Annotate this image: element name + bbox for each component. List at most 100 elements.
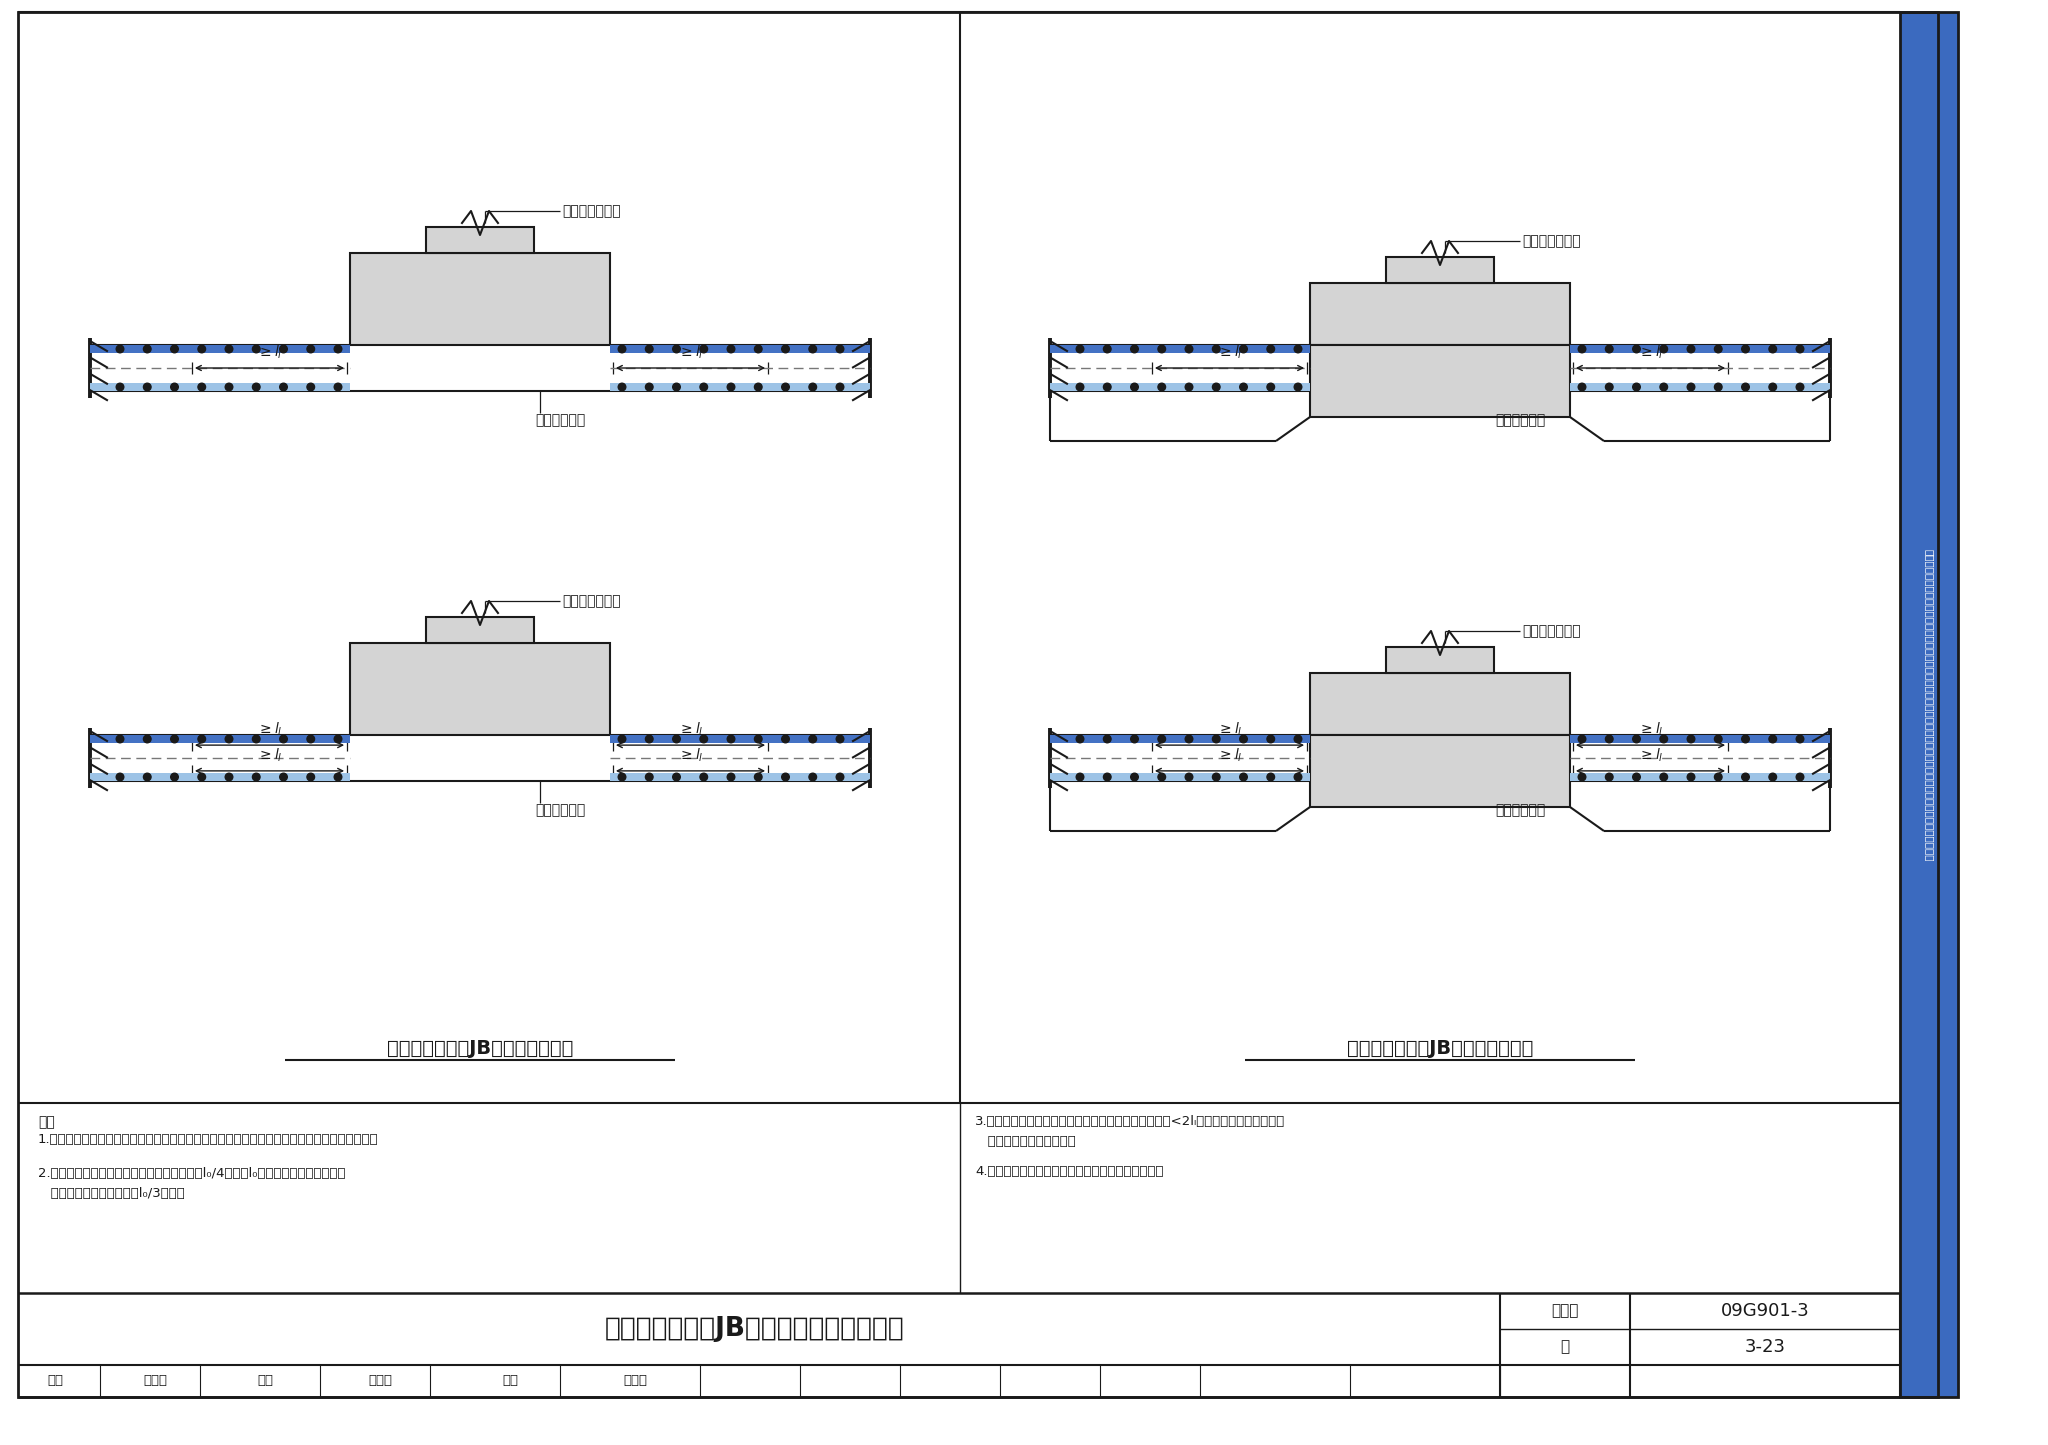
Text: 基础顶面有配筋: 基础顶面有配筋 xyxy=(1522,624,1581,639)
Circle shape xyxy=(1714,736,1722,743)
Circle shape xyxy=(1741,736,1749,743)
Circle shape xyxy=(1796,345,1804,353)
Circle shape xyxy=(225,773,233,780)
Circle shape xyxy=(1104,345,1112,353)
Circle shape xyxy=(225,383,233,390)
Circle shape xyxy=(143,773,152,780)
Circle shape xyxy=(1769,773,1776,780)
Circle shape xyxy=(252,736,260,743)
Circle shape xyxy=(1239,345,1247,353)
Circle shape xyxy=(1130,383,1139,390)
Bar xyxy=(610,345,870,353)
Circle shape xyxy=(1579,773,1585,780)
Circle shape xyxy=(727,773,735,780)
Circle shape xyxy=(1606,773,1614,780)
Circle shape xyxy=(170,345,178,353)
Circle shape xyxy=(225,345,233,353)
Circle shape xyxy=(117,383,123,390)
Circle shape xyxy=(1294,773,1303,780)
Circle shape xyxy=(1239,773,1247,780)
Circle shape xyxy=(1104,736,1112,743)
Circle shape xyxy=(1769,383,1776,390)
Circle shape xyxy=(809,383,817,390)
Circle shape xyxy=(836,773,844,780)
Circle shape xyxy=(143,736,152,743)
Circle shape xyxy=(281,736,287,743)
Circle shape xyxy=(117,345,123,353)
Circle shape xyxy=(1294,383,1303,390)
Circle shape xyxy=(252,383,260,390)
Text: 中板位防水底板JB与基础连接构造: 中板位防水底板JB与基础连接构造 xyxy=(1348,1039,1534,1058)
Text: $\geq l_l$: $\geq l_l$ xyxy=(678,721,702,738)
Text: 3.当基础梁、承台梁、基础连梁或其他类型的基础宽度<2lₗ时，可将锚固钢筋穿越基: 3.当基础梁、承台梁、基础连梁或其他类型的基础宽度<2lₗ时，可将锚固钢筋穿越基 xyxy=(975,1116,1286,1129)
Text: 4.防水底板以下的填充材料应按具体设计要求施工。: 4.防水底板以下的填充材料应按具体设计要求施工。 xyxy=(975,1165,1163,1178)
Circle shape xyxy=(1579,345,1585,353)
Circle shape xyxy=(307,736,315,743)
Circle shape xyxy=(1268,383,1274,390)
Circle shape xyxy=(672,383,680,390)
Bar xyxy=(1571,736,1831,743)
Text: $\geq l_l$: $\geq l_l$ xyxy=(1217,721,1243,738)
Circle shape xyxy=(1157,383,1165,390)
Circle shape xyxy=(1661,345,1667,353)
Text: 基础顶面无配筋: 基础顶面无配筋 xyxy=(561,204,621,218)
Circle shape xyxy=(1632,345,1640,353)
Text: 校对: 校对 xyxy=(256,1374,272,1387)
Circle shape xyxy=(836,345,844,353)
Circle shape xyxy=(1688,773,1696,780)
Circle shape xyxy=(1606,345,1614,353)
Circle shape xyxy=(1212,383,1221,390)
Circle shape xyxy=(1130,345,1139,353)
Circle shape xyxy=(170,773,178,780)
Circle shape xyxy=(1688,383,1696,390)
Text: 地下室防水底板JB与各类基础的连接构造: 地下室防水底板JB与各类基础的连接构造 xyxy=(604,1316,905,1342)
Circle shape xyxy=(1157,773,1165,780)
Circle shape xyxy=(1268,773,1274,780)
Circle shape xyxy=(782,736,788,743)
Bar xyxy=(1901,12,1958,1397)
Text: 础后在其连接区域连接。: 础后在其连接区域连接。 xyxy=(975,1134,1075,1147)
Circle shape xyxy=(809,773,817,780)
Text: 的连接区域为两轴线中部l₀/3范围。: 的连接区域为两轴线中部l₀/3范围。 xyxy=(39,1186,184,1199)
Text: 黄志刚: 黄志刚 xyxy=(143,1374,168,1387)
Bar xyxy=(610,736,870,743)
Circle shape xyxy=(1075,345,1083,353)
Circle shape xyxy=(334,383,342,390)
Circle shape xyxy=(618,773,627,780)
Circle shape xyxy=(170,383,178,390)
Circle shape xyxy=(1632,383,1640,390)
Circle shape xyxy=(836,736,844,743)
Circle shape xyxy=(645,383,653,390)
Circle shape xyxy=(307,383,315,390)
Bar xyxy=(1051,736,1311,743)
Text: $\geq l_l$: $\geq l_l$ xyxy=(678,747,702,764)
Circle shape xyxy=(1796,383,1804,390)
Bar xyxy=(426,227,535,253)
Bar xyxy=(350,253,610,345)
Circle shape xyxy=(1769,736,1776,743)
Circle shape xyxy=(199,345,205,353)
Text: $\geq l_l$: $\geq l_l$ xyxy=(256,721,283,738)
Circle shape xyxy=(281,345,287,353)
Circle shape xyxy=(1606,736,1614,743)
Circle shape xyxy=(1741,345,1749,353)
Text: $\geq l_l$: $\geq l_l$ xyxy=(256,344,283,361)
Circle shape xyxy=(199,383,205,390)
Text: 注：: 注： xyxy=(39,1116,55,1129)
Text: 王怀元: 王怀元 xyxy=(623,1374,647,1387)
Circle shape xyxy=(1714,773,1722,780)
Bar xyxy=(1571,773,1831,780)
Circle shape xyxy=(307,345,315,353)
Text: $\geq l_l$: $\geq l_l$ xyxy=(1217,344,1243,361)
Circle shape xyxy=(1714,383,1722,390)
Circle shape xyxy=(1104,773,1112,780)
Circle shape xyxy=(1130,736,1139,743)
Circle shape xyxy=(1186,383,1192,390)
Circle shape xyxy=(334,773,342,780)
Circle shape xyxy=(1212,736,1221,743)
Bar xyxy=(426,617,535,643)
Text: 防水层和垫层: 防水层和垫层 xyxy=(1495,413,1546,428)
Circle shape xyxy=(727,736,735,743)
Circle shape xyxy=(700,736,707,743)
Text: 设计: 设计 xyxy=(502,1374,518,1387)
